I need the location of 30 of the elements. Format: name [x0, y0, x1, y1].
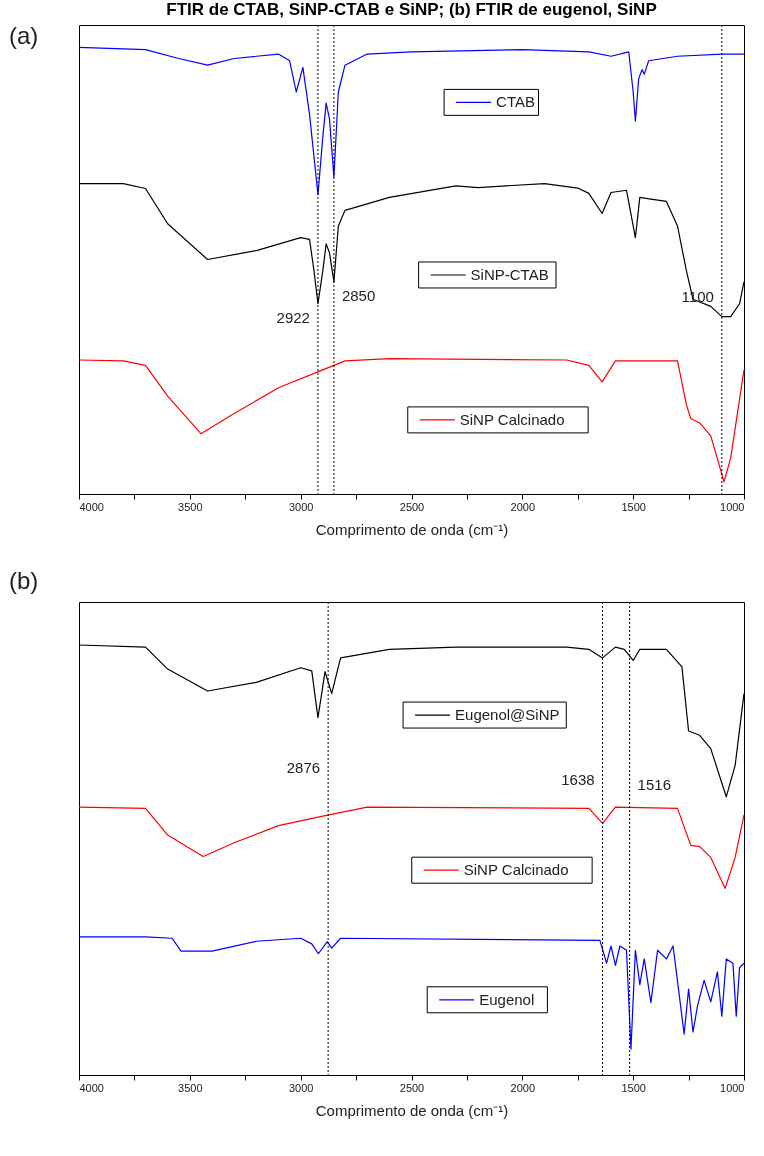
text: (a)	[9, 22, 39, 49]
legend-label: Eugenol@SiNP	[455, 706, 560, 724]
legend-label: SiNP Calcinado	[463, 861, 569, 879]
legend-label: CTAB	[496, 93, 536, 111]
ref-line-label: 2850	[341, 287, 376, 305]
ref-line-label: 1638	[561, 770, 595, 788]
chart-title: FTIR de CTAB, SiNP-CTAB e SiNP; (b) FTIR de eugenol, SiNP	[166, 0, 657, 19]
legend-label: Eugenol	[479, 990, 535, 1008]
x-axis-title: Comprimento de onda (cm⁻¹)	[315, 1101, 509, 1119]
x-tick-label: 3500	[178, 500, 203, 513]
x-tick-label: 2500	[399, 1081, 425, 1094]
x-tick-label: 4000	[79, 1081, 104, 1094]
ref-line-label: 2922	[276, 309, 310, 327]
x-tick-label: 3000	[288, 500, 314, 513]
x-tick-label: 2000	[510, 1081, 536, 1094]
x-tick-label: 1500	[621, 1081, 646, 1094]
x-tick-label: 4000	[79, 500, 104, 513]
text: (b)	[9, 567, 39, 594]
legend-label: SiNP-CTAB	[470, 265, 549, 283]
x-tick-label: 3500	[178, 1081, 203, 1094]
ref-line-label: 2876	[286, 758, 321, 776]
x-tick-label: 3000	[288, 1081, 314, 1094]
x-tick-label: 1500	[621, 500, 646, 513]
x-tick-label: 1000	[720, 500, 745, 513]
ref-line-label: 1516	[637, 776, 671, 794]
x-tick-label: 2000	[510, 500, 536, 513]
x-tick-label: 1000	[720, 1081, 745, 1094]
legend-label: SiNP Calcinado	[459, 410, 565, 428]
x-axis-title: Comprimento de onda (cm⁻¹)	[315, 520, 509, 538]
x-tick-label: 2500	[399, 500, 425, 513]
